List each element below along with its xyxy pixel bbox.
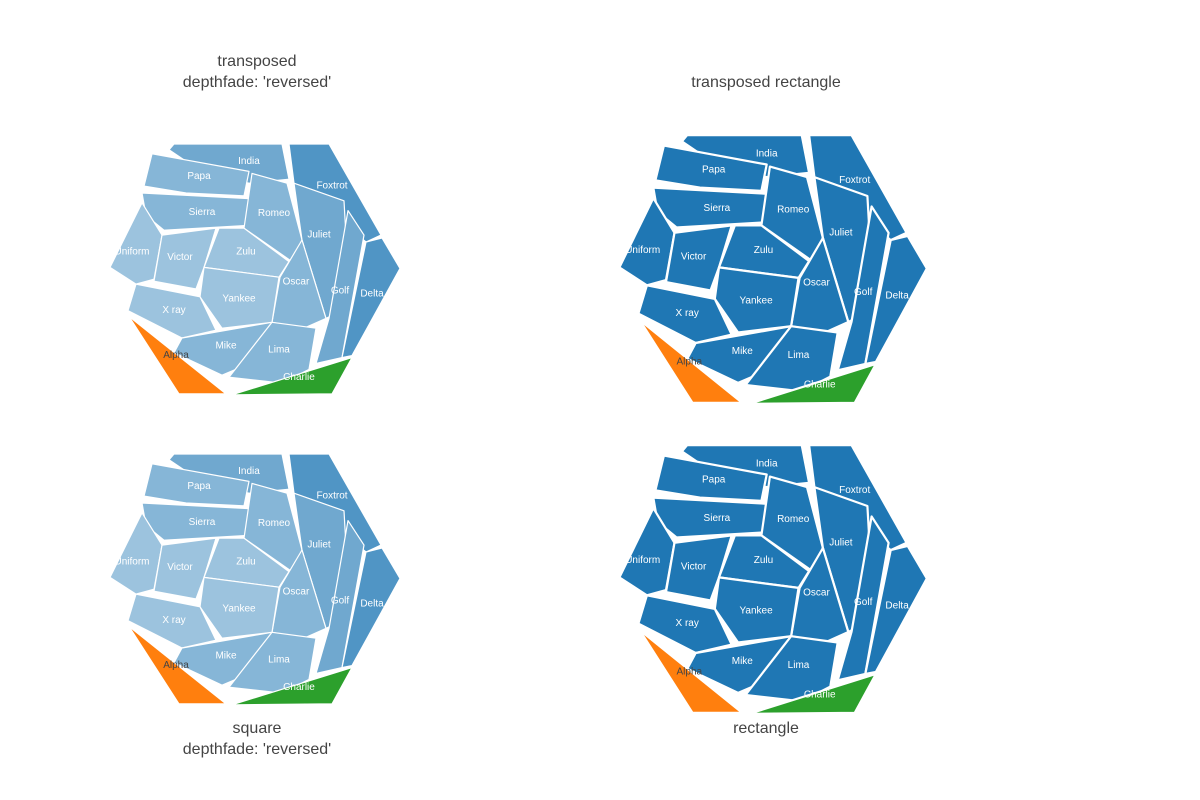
- panel-title-line: rectangle: [733, 720, 799, 737]
- panel-title-line: square: [233, 720, 282, 737]
- treemap-cell-india[interactable]: [680, 134, 811, 179]
- treemap-cell-yankee[interactable]: [713, 576, 800, 644]
- treemap-cell-x-ray[interactable]: [127, 593, 217, 649]
- treemap-cell-sierra[interactable]: [141, 502, 253, 541]
- treemap-cell-victor[interactable]: [153, 537, 217, 600]
- treemap-panel-2: transposed rectangleIndiaPapaFoxtrotSier…: [618, 74, 928, 405]
- treemap-cell-golf[interactable]: [315, 210, 365, 365]
- treemap-cell-golf[interactable]: [836, 205, 890, 372]
- treemap-cell-papa[interactable]: [654, 144, 768, 192]
- treemap-cell-charlie[interactable]: [231, 666, 353, 706]
- panel-title-line: transposed: [217, 53, 296, 70]
- treemap-cell-india[interactable]: [168, 453, 290, 494]
- treemap-cell-delta[interactable]: [341, 237, 401, 359]
- treemap-cell-sierra[interactable]: [141, 192, 253, 231]
- treemap-cell-sierra[interactable]: [652, 186, 772, 229]
- treemap-cell-victor[interactable]: [664, 534, 733, 602]
- treemap-cell-foxtrot[interactable]: [288, 143, 382, 243]
- treemap-cell-golf[interactable]: [836, 515, 890, 682]
- treemap-cell-yankee[interactable]: [713, 266, 800, 334]
- treemap-cell-delta[interactable]: [864, 234, 928, 366]
- treemap-cell-foxtrot[interactable]: [807, 444, 908, 552]
- treemap-cell-victor[interactable]: [153, 227, 217, 290]
- treemap-cell-yankee[interactable]: [199, 266, 280, 329]
- treemap-cell-foxtrot[interactable]: [288, 453, 382, 553]
- panel-title-line: depthfade: 'reversed': [183, 74, 331, 91]
- treemap-cell-papa[interactable]: [654, 454, 768, 502]
- treemap-cell-foxtrot[interactable]: [807, 134, 908, 242]
- treemap-cell-sierra[interactable]: [652, 496, 772, 539]
- treemap-cell-x-ray[interactable]: [127, 283, 217, 339]
- treemap-cell-delta[interactable]: [341, 547, 401, 669]
- treemap-cell-golf[interactable]: [315, 519, 365, 675]
- treemap-cell-papa[interactable]: [143, 463, 250, 507]
- treemap-cell-alpha[interactable]: [128, 315, 227, 395]
- treemap-cell-alpha[interactable]: [638, 628, 744, 715]
- treemap-cell-india[interactable]: [168, 143, 290, 184]
- treemap-cell-charlie[interactable]: [747, 362, 878, 405]
- treemap-cell-alpha[interactable]: [638, 318, 744, 404]
- treemap-cell-yankee[interactable]: [199, 576, 280, 639]
- panel-title-line: depthfade: 'reversed': [183, 741, 331, 758]
- treemap-cell-india[interactable]: [680, 444, 811, 489]
- treemap-cell-delta[interactable]: [864, 544, 928, 676]
- treemap-cell-papa[interactable]: [143, 153, 250, 197]
- treemap-cell-charlie[interactable]: [747, 672, 878, 716]
- treemap-cell-victor[interactable]: [664, 224, 733, 292]
- panel-title-line: transposed rectangle: [691, 74, 841, 91]
- treemap-cell-alpha[interactable]: [128, 625, 227, 705]
- treemap-cell-charlie[interactable]: [231, 357, 353, 396]
